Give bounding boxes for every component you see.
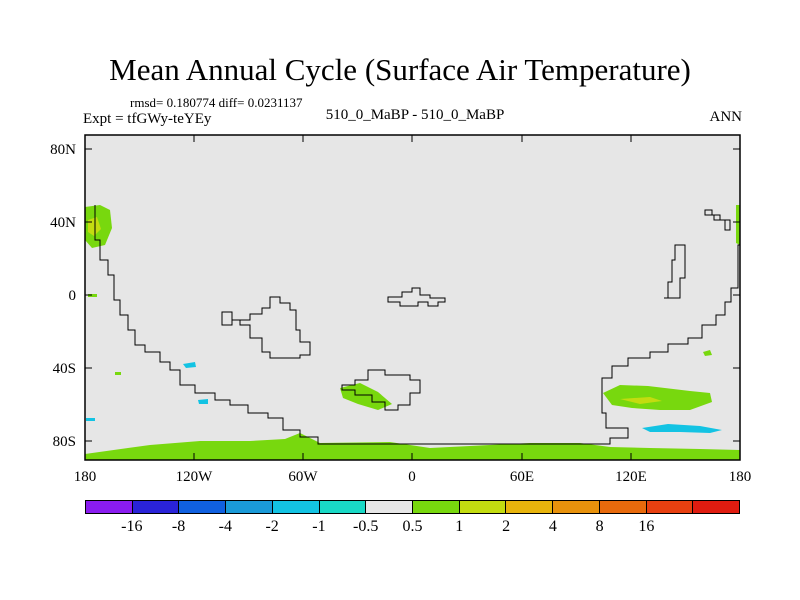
colorbar-swatch [553,501,600,513]
coastline-continent-south [341,369,421,411]
plot-title: Mean Annual Cycle (Surface Air Temperatu… [109,52,691,87]
lat-labels: 80N 40N 0 40S 80S [50,142,76,450]
anomaly-patch-east-edge [736,205,740,245]
anomaly-patch-southern-indian-warm [620,397,662,404]
colorbar-label: -1 [312,518,326,535]
colorbar-swatch [226,501,273,513]
lat-label: 0 [69,288,77,304]
colorbar-label: 4 [548,518,557,535]
anomaly-patch-antarctic [85,433,740,460]
coastline-continent-central [221,296,311,359]
lon-ticks [193,135,632,460]
lat-ticks [85,148,740,442]
season-label: ANN [709,109,743,125]
colorbar-swatch [693,501,740,513]
lat-label: 80N [50,142,76,158]
colorbar-label: -16 [121,518,143,535]
colorbar-label: -4 [218,518,233,535]
lon-label: 180 [729,469,752,485]
anomaly-patch-small-south [115,372,121,375]
lon-label: 120E [615,469,647,485]
colorbar-swatch [86,501,133,513]
comparison-label: 510_0_MaBP - 510_0_MaBP [325,107,505,123]
anomaly-patch-small-east [703,350,712,356]
anomaly-patch-southern-indian [603,385,712,410]
colorbar-label: -0.5 [353,518,379,535]
colorbar-swatch [459,501,507,513]
lat-label: 40N [50,215,76,231]
rmsd-diff-stats: rmsd= 0.180774 diff= 0.0231137 [130,95,303,110]
lon-label: 60W [288,469,318,485]
lat-label: 40S [53,361,76,377]
colorbar-swatch [599,501,647,513]
colorbar-swatch [319,501,367,513]
cool-patch-3 [86,418,95,421]
colorbar-label: -2 [265,518,279,535]
cool-patch-1 [183,362,196,368]
coastlines [94,205,740,445]
colorbar-swatch [413,501,460,513]
colorbar-label: 8 [595,518,604,535]
colorbar-swatch [646,501,694,513]
coastline-island-equatorial [387,287,446,307]
colorbar-swatch [366,501,414,513]
colorbar-label: 0.5 [402,518,423,535]
lon-label: 60E [510,469,534,485]
lon-label: 180 [74,469,97,485]
colorbar-swatch [506,501,554,513]
anomaly-patches [85,205,740,460]
cool-patch-east-south [642,424,722,433]
colorbar [85,500,740,514]
colorbar-swatch [132,501,180,513]
lon-label: 120W [176,469,214,485]
colorbar-swatch [272,501,320,513]
lon-label: 0 [408,469,416,485]
cool-patch-2 [198,399,208,404]
lon-labels: 180 120W 60W 0 60E 120E 180 [74,469,752,485]
colorbar-swatch [179,501,227,513]
colorbar-label: 2 [502,518,511,535]
coastline-inland-north [664,244,686,299]
colorbar-label: 16 [638,518,655,535]
lat-label: 80S [53,434,76,450]
coastline-island-ne [704,209,731,231]
coastline-americas [94,205,740,445]
colorbar-label: -8 [171,518,186,535]
colorbar-label: 1 [455,518,464,535]
map-background [85,135,740,460]
experiment-label: Expt = tfGWy-teYEy [83,111,212,127]
